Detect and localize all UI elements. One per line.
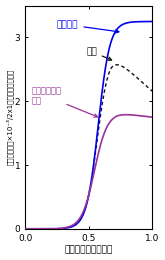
Text: 水素修飾: 水素修飾	[57, 20, 119, 33]
Text: 清浄: 清浄	[86, 47, 112, 60]
Text: 水素・水酸基
修飾: 水素・水酸基 修飾	[32, 86, 98, 117]
X-axis label: 時間（フェムト秒）: 時間（フェムト秒）	[65, 245, 113, 255]
Y-axis label: 放出電子数（×10⁻³/2x1格子周期あたり）: 放出電子数（×10⁻³/2x1格子周期あたり）	[6, 69, 13, 165]
